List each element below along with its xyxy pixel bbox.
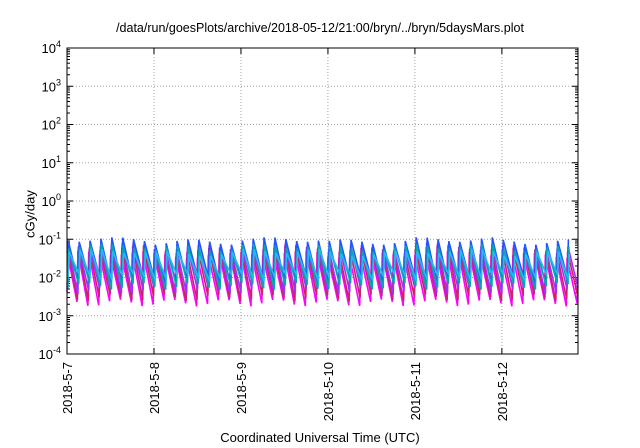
y-tick-label: 102 <box>42 116 61 133</box>
y-tick-label: 10-2 <box>39 269 61 286</box>
x-tick-label: 2018-5-8 <box>147 362 162 414</box>
plot-frame <box>66 47 579 355</box>
x-tick-label: 2018-5-9 <box>234 362 249 414</box>
y-axis-label: cGy/day <box>22 190 38 238</box>
x-tick-label: 2018-5-11 <box>408 362 423 420</box>
y-tick-label: 104 <box>42 39 61 56</box>
series-line <box>67 248 571 282</box>
x-tick-label: 2018-5-10 <box>321 362 336 421</box>
x-tick-label: 2018-5-7 <box>60 362 75 414</box>
y-tick-label: 101 <box>42 154 61 171</box>
x-tick-label: 2018-5-12 <box>495 362 510 421</box>
y-tick-label: 10-1 <box>39 230 61 247</box>
chart-title: /data/run/goesPlots/archive/2018-05-12/2… <box>116 21 524 35</box>
y-tick-label: 10-4 <box>39 345 61 362</box>
x-axis-label: Coordinated Universal Time (UTC) <box>220 430 420 445</box>
y-tick-label: 100 <box>42 192 61 209</box>
y-tick-label: 10-3 <box>39 307 61 324</box>
y-tick-label: 103 <box>42 77 61 94</box>
